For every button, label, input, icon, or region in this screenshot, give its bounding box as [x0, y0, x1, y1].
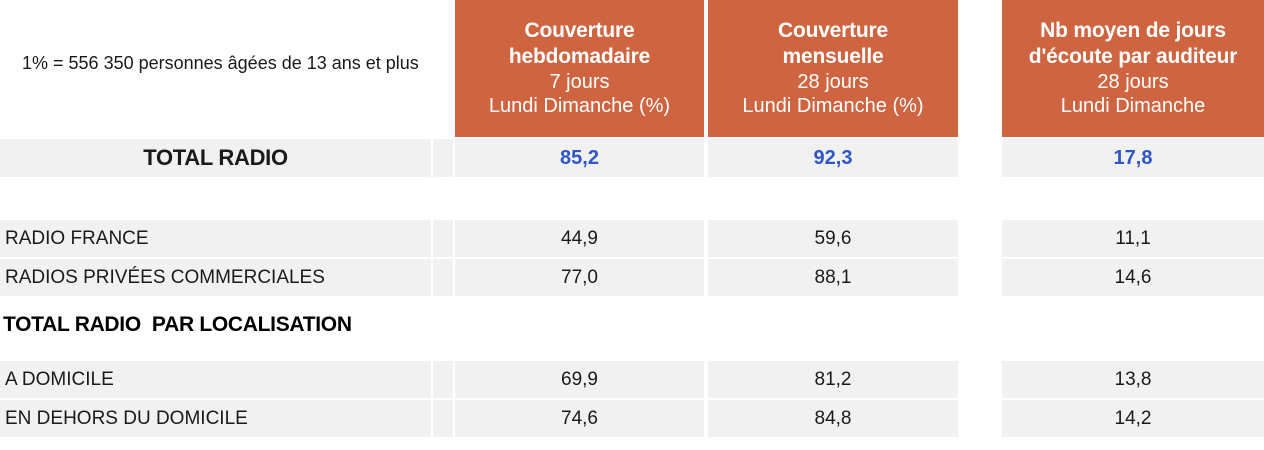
value-total-weekly: 85,2: [455, 139, 704, 177]
value-radio-france-avg-days: 11,1: [1002, 220, 1264, 257]
section-title-localisation: TOTAL RADIO PAR LOCALISATION: [3, 313, 352, 336]
spacer-cell: [433, 259, 453, 296]
value-radios-privees-avg-days: 14,6: [1002, 259, 1264, 296]
column-title-line: Couverture: [777, 18, 889, 42]
column-title-line: d'écoute par auditeur: [1028, 44, 1238, 68]
column-header-avg-listening-days: Nb moyen de jours d'écoute par auditeur …: [1002, 0, 1264, 137]
column-title-line: hebdomadaire: [508, 44, 651, 68]
column-period: 28 jours: [797, 70, 869, 93]
value-en-dehors-avg-days: 14,2: [1002, 400, 1264, 437]
value-en-dehors-monthly: 84,8: [708, 400, 958, 437]
column-days: Lundi Dimanche (%): [488, 94, 671, 117]
column-header-weekly-coverage: Couverture hebdomadaire 7 jours Lundi Di…: [455, 0, 704, 137]
value-a-domicile-monthly: 81,2: [708, 361, 958, 398]
spacer-cell: [433, 139, 453, 177]
spacer-cell: [433, 361, 453, 398]
column-period: 28 jours: [1097, 70, 1169, 93]
value-radio-france-monthly: 59,6: [708, 220, 958, 257]
column-days: Lundi Dimanche: [1060, 94, 1206, 117]
row-label-radio-france: RADIO FRANCE: [0, 220, 431, 257]
value-total-monthly: 92,3: [708, 139, 958, 177]
spacer-cell: [433, 220, 453, 257]
row-label-en-dehors-du-domicile: EN DEHORS DU DOMICILE: [0, 400, 431, 437]
value-en-dehors-weekly: 74,6: [455, 400, 704, 437]
column-title-line: mensuelle: [782, 44, 884, 68]
column-period: 7 jours: [549, 70, 610, 93]
column-days: Lundi Dimanche (%): [742, 94, 924, 117]
spacer-cell: [433, 400, 453, 437]
value-radios-privees-monthly: 88,1: [708, 259, 958, 296]
value-a-domicile-avg-days: 13,8: [1002, 361, 1264, 398]
value-a-domicile-weekly: 69,9: [455, 361, 704, 398]
value-radio-france-weekly: 44,9: [455, 220, 704, 257]
value-radios-privees-weekly: 77,0: [455, 259, 704, 296]
row-label-total-radio: TOTAL RADIO: [0, 139, 431, 177]
value-total-avg-days: 17,8: [1002, 139, 1264, 177]
row-label-radios-privees-commerciales: RADIOS PRIVÉES COMMERCIALES: [0, 259, 431, 296]
row-label-a-domicile: A DOMICILE: [0, 361, 431, 398]
column-title-line: Nb moyen de jours: [1040, 18, 1226, 42]
column-title-line: Couverture: [524, 18, 635, 42]
column-header-monthly-coverage: Couverture mensuelle 28 jours Lundi Dima…: [708, 0, 958, 137]
population-note: 1% = 556 350 personnes âgées de 13 ans e…: [22, 53, 419, 73]
